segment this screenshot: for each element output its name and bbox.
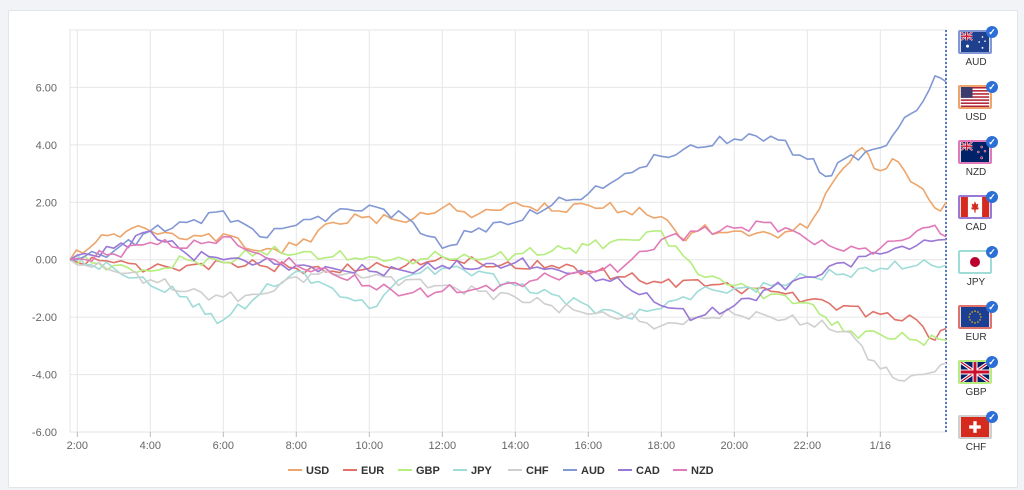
checkmark-icon[interactable]: ✓ [986,356,998,368]
series-line-cad[interactable] [69,230,947,322]
currency-toggle-eur[interactable]: ✓ EUR [956,301,1004,353]
usa-flag-icon [958,85,992,109]
x-tick-label: 20:00 [721,440,749,452]
currency-toggle-chf[interactable]: ✓ CHF [956,411,1004,463]
x-tick-label: 12:00 [429,440,457,452]
currency-code-label: JPY [966,277,986,288]
x-tick-label: 10:00 [356,440,384,452]
checkmark-icon[interactable]: ✓ [986,136,998,148]
checkmark-icon[interactable]: ✓ [986,246,998,258]
currency-toggle-cad[interactable]: ✓ CAD [956,191,1004,243]
currency-code-label: GBP [965,387,987,398]
series-line-gbp[interactable] [69,230,947,347]
legend-label: NZD [691,465,714,477]
switzerland-flag-icon [958,415,992,439]
y-tick-label: 2.00 [36,197,57,209]
series-line-usd[interactable] [69,146,947,261]
plot-area [69,29,947,433]
legend-label: GBP [416,465,440,477]
currency-toggle-jpy[interactable]: ✓ JPY [956,246,1004,298]
checkmark-icon[interactable]: ✓ [986,81,998,93]
currency-code-label: USD [965,112,987,123]
series-line-chf[interactable] [69,259,947,382]
legend-item-eur[interactable]: EUR [343,465,384,477]
legend-label: JPY [471,465,492,477]
y-tick-label: 4.00 [36,140,57,152]
legend-label: CHF [526,465,549,477]
australia-flag-icon [958,30,992,54]
x-tick-label: 18:00 [648,440,676,452]
series-line-nzd[interactable] [69,220,947,298]
currency-toggle-aud[interactable]: ✓ AUD [956,26,1004,78]
currency-code-label: AUD [965,57,987,68]
axes: 6.00 4.00 2.00 0.00 -2.00 -4.00 -6.00 2:00 4:00 6… [32,30,947,452]
x-tick-label: 16:00 [575,440,603,452]
checkmark-icon[interactable]: ✓ [986,26,998,38]
chart-card [8,10,1018,488]
new-zealand-flag-icon [958,140,992,164]
x-tick-label: 1/16 [870,440,891,452]
currency-selector-panel: ✓ AUD ✓ USD ✓ NZD ✓ CAD ✓ JPY ✓ EUR ✓ GBP ✓ CHF [950,26,1006,466]
canada-flag-icon [958,195,992,219]
currency-code-label: EUR [965,332,987,343]
legend-item-chf[interactable]: CHF [508,465,549,477]
y-tick-label: -6.00 [32,427,57,439]
x-tick-label: 14:00 [502,440,530,452]
grid [69,29,947,433]
eu-flag-icon [958,305,992,329]
japan-flag-icon [958,250,992,274]
uk-flag-icon [958,360,992,384]
series-lines [69,75,947,382]
checkmark-icon[interactable]: ✓ [986,191,998,203]
legend-item-gbp[interactable]: GBP [398,465,440,477]
legend-item-usd[interactable]: USD [288,465,329,477]
y-tick-label: 6.00 [36,82,57,94]
legend[interactable]: USD EUR GBP JPY CHF AUD CAD NZD [288,465,714,477]
series-line-aud[interactable] [69,75,947,261]
x-tick-label: 2:00 [67,440,88,452]
currency-toggle-gbp[interactable]: ✓ GBP [956,356,1004,408]
legend-item-nzd[interactable]: NZD [673,465,714,477]
y-tick-label: -4.00 [32,370,57,382]
currency-code-label: CAD [965,222,987,233]
x-tick-label: 22:00 [794,440,822,452]
legend-item-jpy[interactable]: JPY [453,465,492,477]
x-tick-label: 4:00 [140,440,161,452]
checkmark-icon[interactable]: ✓ [986,301,998,313]
x-tick-label: 6:00 [213,440,234,452]
legend-label: AUD [581,465,605,477]
currency-code-label: NZD [965,167,987,178]
legend-item-aud[interactable]: AUD [563,465,605,477]
y-tick-label: 0.00 [36,255,57,267]
legend-item-cad[interactable]: CAD [618,465,660,477]
currency-toggle-nzd[interactable]: ✓ NZD [956,136,1004,188]
legend-label: EUR [361,465,384,477]
checkmark-icon[interactable]: ✓ [986,411,998,423]
legend-label: CAD [636,465,660,477]
y-tick-label: -2.00 [32,312,57,324]
legend-label: USD [306,465,329,477]
x-tick-label: 8:00 [286,440,307,452]
currency-toggle-usd[interactable]: ✓ USD [956,81,1004,133]
currency-code-label: CHF [965,442,987,453]
